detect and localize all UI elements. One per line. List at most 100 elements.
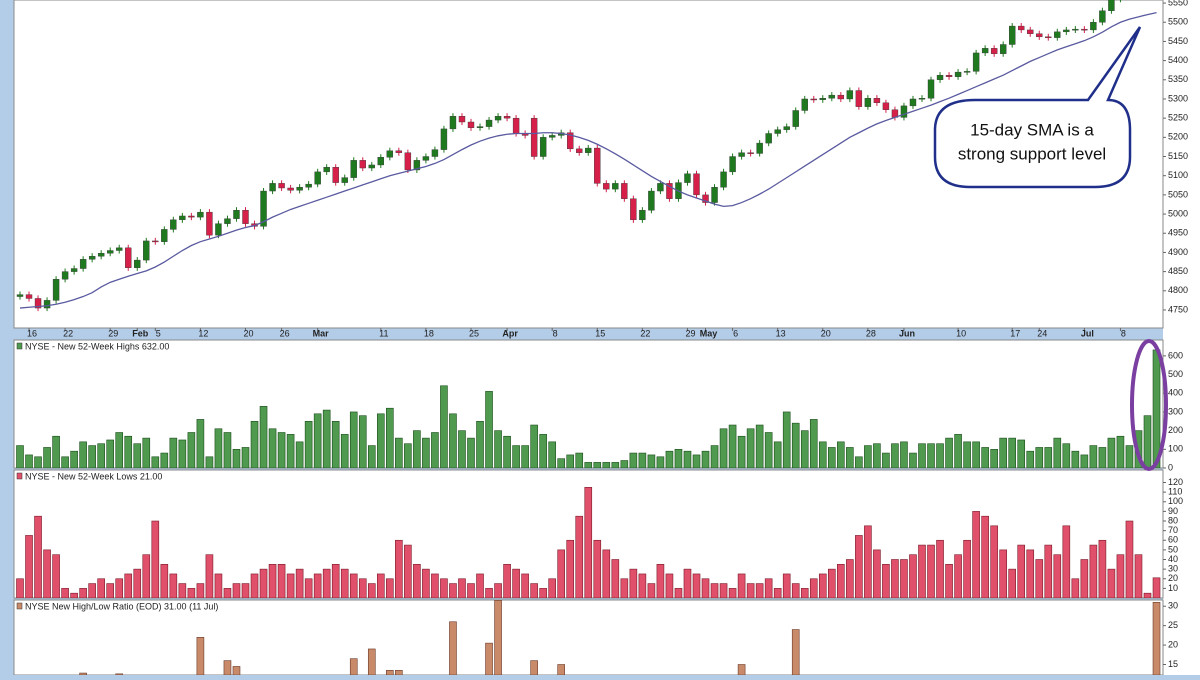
candle-body — [467, 121, 475, 128]
bar — [286, 434, 295, 468]
bar — [1152, 577, 1161, 598]
bar — [981, 447, 989, 468]
candle-body — [621, 183, 628, 199]
y-tick-label: 5100 — [1168, 170, 1188, 180]
bar — [422, 437, 430, 468]
bar — [891, 443, 899, 468]
bar — [530, 660, 538, 675]
bar — [1008, 437, 1017, 468]
candle-body — [927, 79, 935, 99]
y-tick-label: 25 — [1168, 620, 1178, 630]
bar — [34, 456, 42, 468]
bar — [864, 445, 872, 468]
bar — [1098, 539, 1107, 598]
bar — [467, 583, 475, 598]
bar — [728, 424, 737, 468]
bar — [1071, 578, 1080, 598]
bar — [404, 443, 412, 468]
bar — [214, 573, 223, 598]
bar — [1125, 445, 1134, 468]
candle-body — [449, 116, 457, 130]
bar — [611, 559, 620, 598]
bar — [34, 515, 42, 598]
x-tick-label: 8 — [553, 328, 558, 338]
bar — [638, 573, 647, 598]
candle-body — [855, 90, 863, 107]
bar — [521, 573, 529, 598]
candle-body — [88, 256, 96, 260]
candle-body — [287, 187, 294, 191]
candle-body — [197, 211, 204, 218]
candle-body — [1063, 29, 1070, 33]
bar — [900, 559, 908, 598]
bar — [656, 456, 665, 468]
bar — [413, 564, 421, 598]
bar — [88, 445, 96, 468]
bar — [1080, 454, 1089, 468]
candle-body — [350, 160, 357, 178]
bar — [223, 660, 232, 675]
bar — [864, 525, 872, 598]
bar — [331, 564, 340, 598]
y-tick-label: 20 — [1168, 639, 1178, 649]
bar — [494, 583, 502, 598]
bar — [485, 588, 493, 598]
bar — [367, 583, 376, 598]
bar — [1026, 450, 1035, 468]
bar — [43, 447, 51, 468]
bar — [602, 462, 611, 468]
bar — [241, 583, 250, 598]
candle-body — [900, 105, 908, 118]
bar — [530, 583, 538, 598]
bar — [692, 454, 701, 468]
bar — [782, 573, 791, 598]
bar — [458, 430, 466, 468]
bar — [818, 441, 827, 468]
bar — [422, 568, 430, 598]
bar — [151, 520, 160, 598]
candle-body — [341, 177, 348, 183]
bar — [503, 564, 511, 598]
bar — [178, 583, 187, 598]
x-tick-label: 16 — [27, 328, 37, 338]
y-tick-label: 5550 — [1168, 0, 1188, 7]
bar — [539, 588, 547, 598]
bar — [629, 452, 638, 468]
annotation-text: 15-day SMA is a — [970, 120, 1094, 139]
bar — [142, 437, 151, 468]
bar — [837, 564, 845, 598]
bar — [178, 439, 187, 468]
candle-body — [116, 247, 123, 251]
bar — [376, 573, 385, 598]
bar — [1026, 549, 1035, 598]
bar — [476, 573, 484, 598]
candle-body — [648, 190, 655, 211]
bar — [665, 573, 674, 598]
bar — [70, 450, 78, 468]
bar — [205, 554, 214, 598]
bar — [692, 573, 701, 598]
bar — [954, 554, 962, 598]
bar — [584, 462, 593, 468]
bar — [187, 432, 196, 468]
candle-body — [43, 300, 51, 309]
bar — [79, 672, 87, 675]
bar — [873, 443, 881, 468]
bar — [115, 432, 124, 468]
bar — [674, 588, 683, 598]
bar — [927, 443, 935, 468]
bar — [936, 539, 944, 598]
candle-body — [837, 94, 845, 100]
y-tick-label: 4850 — [1168, 266, 1188, 276]
bar — [395, 437, 403, 468]
bar — [981, 515, 989, 598]
y-tick-label: 5050 — [1168, 189, 1188, 199]
y-tick-label: 4750 — [1168, 304, 1188, 314]
y-tick-label: 5500 — [1168, 17, 1188, 27]
bar — [1143, 415, 1152, 468]
bar — [575, 515, 584, 598]
bar — [340, 568, 349, 598]
y-tick-label: 110 — [1168, 487, 1182, 497]
y-tick-label: 100 — [1168, 444, 1183, 454]
bar — [1017, 439, 1026, 468]
